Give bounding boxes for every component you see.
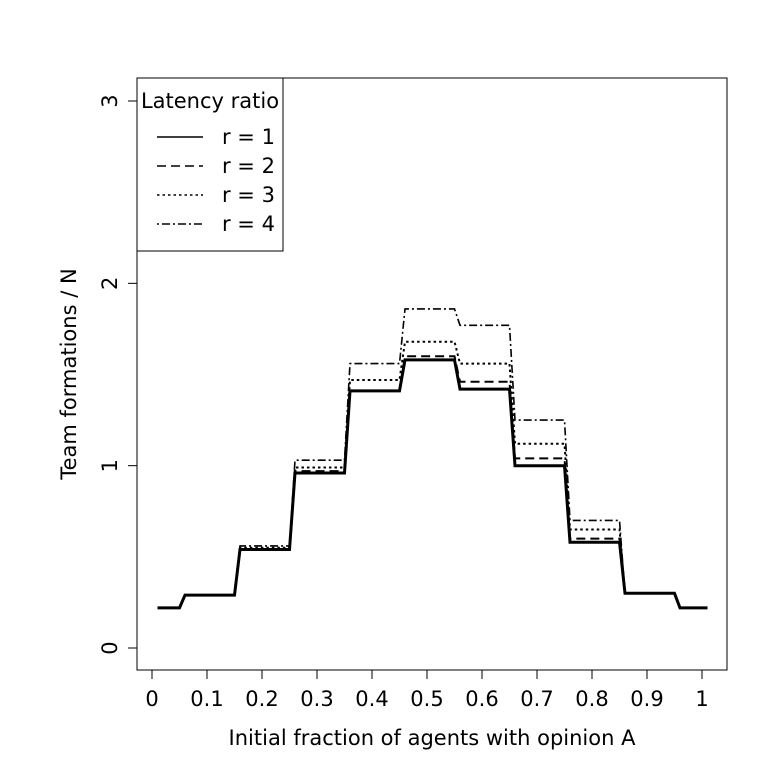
legend-entries: r = 1 r = 2 r = 3 r = 4 <box>157 125 275 236</box>
x-tick-label: 0.2 <box>245 687 278 711</box>
x-axis: 0 0.1 0.2 0.3 0.4 0.5 0.6 0.7 0.8 0.9 1 <box>145 669 709 711</box>
y-axis-title: Team formations / N <box>57 268 81 480</box>
x-tick-label: 0.1 <box>190 687 223 711</box>
y-tick-label: 2 <box>98 277 122 290</box>
legend-title: Latency ratio <box>141 89 279 113</box>
series-layer <box>157 308 708 610</box>
x-tick-label: 0.3 <box>300 687 333 711</box>
legend-box <box>136 77 284 252</box>
x-tick-label: 0 <box>145 687 158 711</box>
legend-label: r = 2 <box>222 154 275 178</box>
legend-label: r = 4 <box>222 212 275 236</box>
x-tick-label: 0.9 <box>630 687 663 711</box>
legend: Latency ratio r = 1 r = 2 r = 3 r = 4 <box>136 77 284 252</box>
y-tick-label: 0 <box>98 641 122 654</box>
x-tick-label: 0.4 <box>355 687 388 711</box>
x-tick-label: 0.6 <box>465 687 498 711</box>
x-tick-label: 0.8 <box>575 687 608 711</box>
y-tick-label: 1 <box>98 459 122 472</box>
x-tick-label: 1 <box>695 687 708 711</box>
x-axis-title: Initial fraction of agents with opinion … <box>229 726 637 750</box>
legend-label: r = 3 <box>222 183 275 207</box>
x-tick-label: 0.7 <box>520 687 553 711</box>
x-tick-label: 0.5 <box>410 687 443 711</box>
series-line-r-1 <box>157 358 708 610</box>
y-tick-label: 3 <box>98 94 122 107</box>
series-line-r-3 <box>157 340 708 609</box>
y-axis: 0 1 2 3 <box>98 94 138 655</box>
legend-label: r = 1 <box>222 125 275 149</box>
